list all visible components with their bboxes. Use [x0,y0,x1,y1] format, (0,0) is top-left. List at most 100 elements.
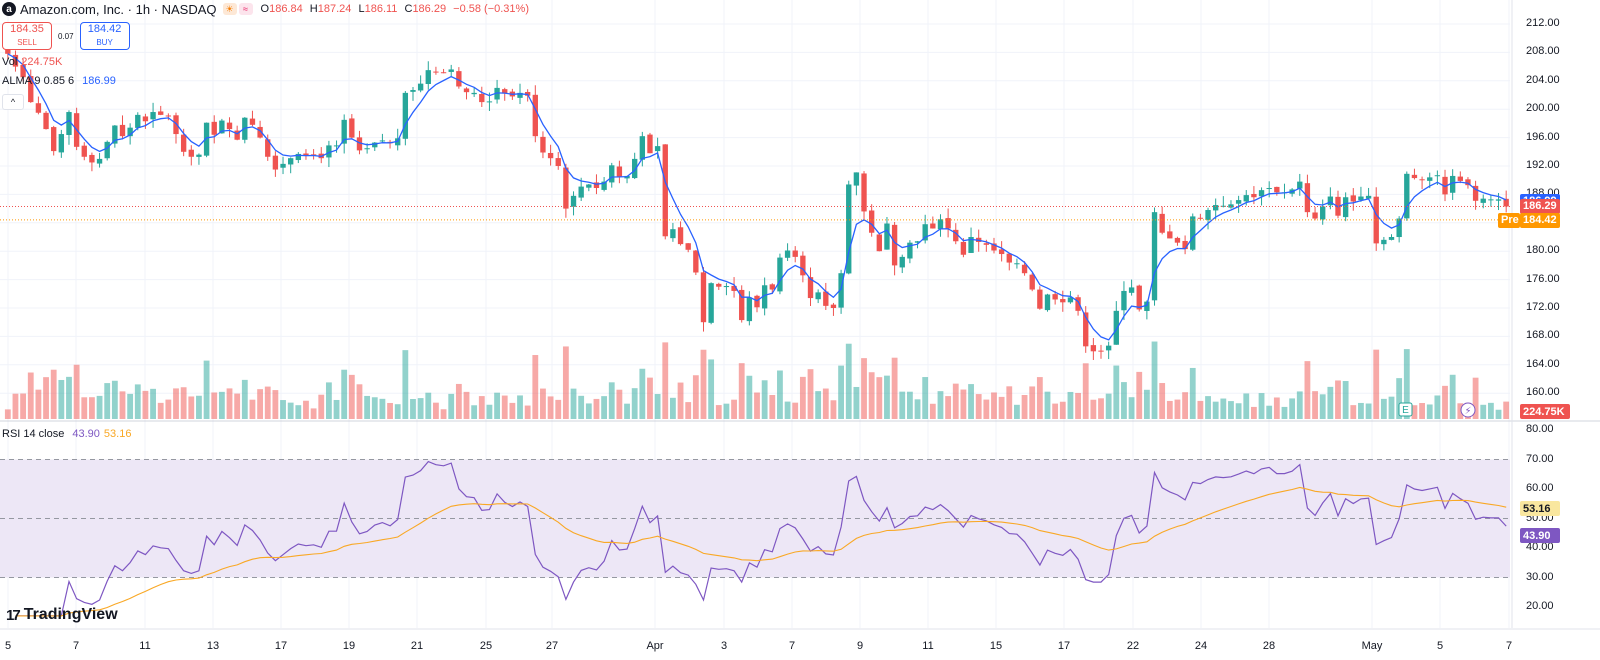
candle-body [1235,200,1242,204]
volume-bar [822,388,829,419]
volume-bar [1250,406,1257,419]
candle-body [1427,177,1433,181]
earnings-marker-icon [1398,402,1413,417]
price-tick-label: 172.00 [1526,301,1560,313]
volume-bar [1067,391,1074,419]
sell-button[interactable]: 184.35 SELL [2,22,52,50]
collapse-legend-button[interactable]: ^ [2,94,24,110]
volume-bar [66,376,72,419]
candle-body [1121,290,1127,311]
volume-bar [356,384,363,419]
candle-body [830,304,837,308]
volume-bar [1121,382,1127,419]
volume-bar [295,405,302,419]
volume-bar [1487,402,1494,419]
candle-body [1342,197,1349,218]
candle-body [1388,237,1395,240]
last-price-label: 186.29 [1520,198,1560,214]
candle-body [991,243,997,251]
volume-legend-label: Vol [2,56,18,68]
volume-bar [27,372,34,419]
volume-bar [4,409,11,419]
candle-body [716,283,722,287]
volume-bar [1189,367,1196,419]
volume-bar [494,392,500,419]
volume-bar [1197,400,1204,419]
volume-bar [1059,401,1066,419]
candle-body [632,158,638,179]
candle-body [1434,175,1441,177]
volume-bar [1159,383,1166,419]
volume-bar [1342,381,1349,419]
chart-header: a Amazon.com, Inc. · 1h · NASDAQ ☀ ≈ O18… [2,0,529,18]
volume-bar [1243,393,1250,419]
trade-panel: 184.35 SELL 0.07 184.42 BUY [2,22,130,50]
time-tick-label: Apr [646,640,664,652]
volume-bar [1220,398,1227,419]
price-tick-label: 176.00 [1526,272,1560,285]
candle-body [1144,301,1150,311]
candle-body [823,291,829,306]
candle-body [96,158,103,164]
volume-bar [134,384,141,419]
candle-body [1021,264,1028,274]
candle-body [670,229,676,239]
rsi-tick-label: 30.00 [1526,570,1554,583]
price-tick-label: 204.00 [1526,73,1560,86]
volume-bar [165,399,172,419]
candle-body [685,243,691,250]
volume-bar [73,364,80,419]
candle-body [609,165,615,183]
rsi-pane [0,459,1510,617]
volume-bar [784,401,791,419]
candle-body [838,273,844,308]
volume-bar [1327,386,1334,419]
volume-bar [960,389,967,419]
buy-button[interactable]: 184.42 BUY [79,22,130,50]
candle-body [173,115,179,135]
volume-bar [20,393,27,419]
candle-body [616,166,623,177]
volume-bar [325,382,332,419]
amazon-logo-icon: a [2,2,16,16]
candle-body [1090,345,1097,352]
candle-body [1442,176,1448,195]
volume-bar [1082,363,1089,419]
candle-body [754,295,760,308]
volume-bar [1304,361,1311,419]
volume-bar [585,403,592,419]
candle-body [1457,176,1463,181]
volume-bar [417,398,424,419]
volume-bar [226,388,233,419]
volume-bar [264,386,271,419]
volume-bar [884,375,890,419]
close-key: C [404,3,413,15]
volume-bar [792,402,799,419]
candle-body [310,154,317,156]
volume-bar [517,395,523,419]
candle-body [112,125,118,144]
candle-body [708,283,714,323]
volume-legend[interactable]: Vol 224.75K [2,56,62,68]
rsi-legend[interactable]: RSI 14 close 43.90 53.16 [2,428,131,440]
volume-bar [1166,400,1173,419]
time-tick-label: 21 [410,640,424,652]
volume-bar [1151,341,1158,419]
volume-bar [341,369,348,419]
volume-bar [501,395,508,419]
volume-bar [754,392,760,419]
tradingview-logo[interactable]: 17 TradingView [6,606,118,624]
candle-body [907,242,913,259]
symbol-title[interactable]: Amazon.com, Inc. · 1h · NASDAQ [20,1,217,17]
candle-body [364,148,370,150]
volume-bar [631,388,638,419]
candle-body [433,71,439,73]
volume-bar [1296,391,1303,419]
candle-body [1411,174,1418,179]
volume-bar [440,409,447,419]
volume-bar [845,343,852,419]
alma-legend[interactable]: ALMA 9 0.85 6 186.99 [2,75,116,87]
candle-body [479,94,485,103]
candle-body [998,249,1005,255]
